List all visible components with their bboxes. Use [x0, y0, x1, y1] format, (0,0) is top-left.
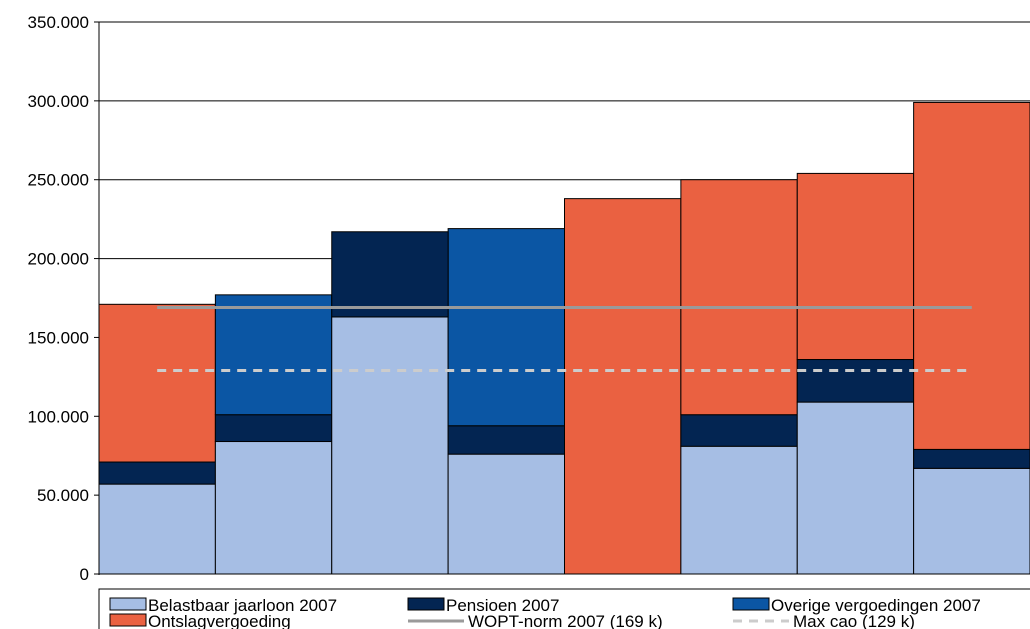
bar-segment: [214, 414, 333, 443]
bar-segment: [913, 448, 1030, 469]
y-tick-label: 150.000: [28, 328, 89, 347]
legend-label: Overige vergoedingen 2007: [771, 596, 981, 615]
bar-segment: [680, 445, 798, 575]
bar-segment: [214, 294, 333, 416]
y-tick-label: 250.000: [28, 171, 89, 190]
bar-segment: [913, 467, 1030, 575]
bar-segment: [447, 453, 565, 575]
bar-segment: [796, 401, 915, 575]
bars: [98, 101, 1030, 575]
bar-segment: [331, 316, 449, 575]
bar-segment: [564, 198, 682, 575]
bar-segment: [98, 303, 216, 463]
bar-segment: [680, 414, 798, 447]
legend-swatch: [732, 597, 770, 611]
y-tick-label: 300.000: [28, 92, 89, 111]
legend-label: Ontslagvergoeding: [148, 612, 291, 629]
bar-segment: [447, 228, 565, 427]
bar-segment: [913, 101, 1030, 450]
bar-segment: [98, 461, 216, 485]
legend-box: [98, 588, 1030, 629]
bar-segment: [331, 231, 449, 318]
reference-lines: [157, 305, 972, 373]
bar-segment: [680, 179, 798, 416]
y-tick-labels: 0 50.000 100.000 150.000 200.000 250.000 300.0…: [28, 13, 89, 584]
legend-swatch: [109, 597, 147, 611]
y-tick-label: 350.000: [28, 13, 89, 32]
y-tick-label: 50.000: [37, 486, 89, 505]
legend-label: Pensioen 2007: [446, 596, 559, 615]
legend: Belastbaar jaarloon 2007 Pensioen 2007 Ove…: [98, 588, 1030, 629]
axes: [94, 21, 1030, 575]
bar-segment: [447, 425, 565, 455]
y-tick-label: 0: [80, 565, 89, 584]
legend-swatch: [407, 597, 445, 611]
y-tick-label: 100.000: [28, 407, 89, 426]
legend-label: WOPT-norm 2007 (169 k): [468, 612, 663, 629]
legend-swatch: [109, 613, 147, 627]
bar-segment: [796, 172, 915, 361]
bar-segment: [98, 483, 216, 575]
legend-label: Max cao (129 k): [793, 612, 915, 629]
bar-segment: [214, 441, 333, 575]
y-tick-label: 200.000: [28, 250, 89, 269]
bar-segment: [796, 359, 915, 403]
legend-label: Belastbaar jaarloon 2007: [148, 596, 337, 615]
